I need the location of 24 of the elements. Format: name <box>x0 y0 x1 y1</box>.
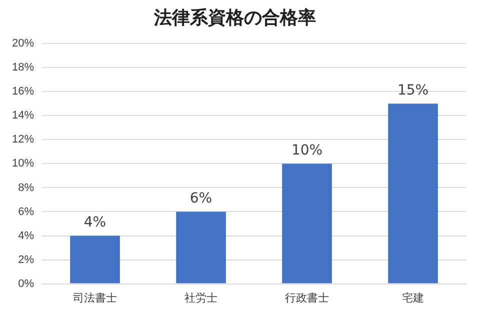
y-tick-label: 20% <box>12 38 34 50</box>
y-tick-label: 4% <box>18 230 34 242</box>
x-tick-label: 社労士 <box>184 291 218 304</box>
y-tick-label: 12% <box>12 134 34 146</box>
bar <box>282 164 332 284</box>
x-tick-label: 行政書士 <box>285 291 330 304</box>
data-label: 4% <box>84 214 106 230</box>
y-tick-label: 6% <box>18 206 34 218</box>
bar <box>70 236 120 284</box>
data-label: 15% <box>397 82 429 98</box>
y-tick-label: 10% <box>12 158 34 170</box>
y-tick-label: 18% <box>12 62 34 74</box>
data-label: 6% <box>190 190 212 206</box>
y-tick-label: 8% <box>18 182 34 194</box>
y-tick-label: 16% <box>12 86 34 98</box>
bar <box>388 104 438 284</box>
y-tick-label: 14% <box>12 110 34 122</box>
y-tick-label: 2% <box>18 254 34 266</box>
y-tick-label: 0% <box>18 278 34 290</box>
chart-title: 法律系資格の合格率 <box>153 7 316 28</box>
data-label: 10% <box>291 142 323 158</box>
x-tick-label: 司法書士 <box>73 291 118 304</box>
bar <box>176 212 226 284</box>
x-tick-label: 宅建 <box>402 291 424 304</box>
